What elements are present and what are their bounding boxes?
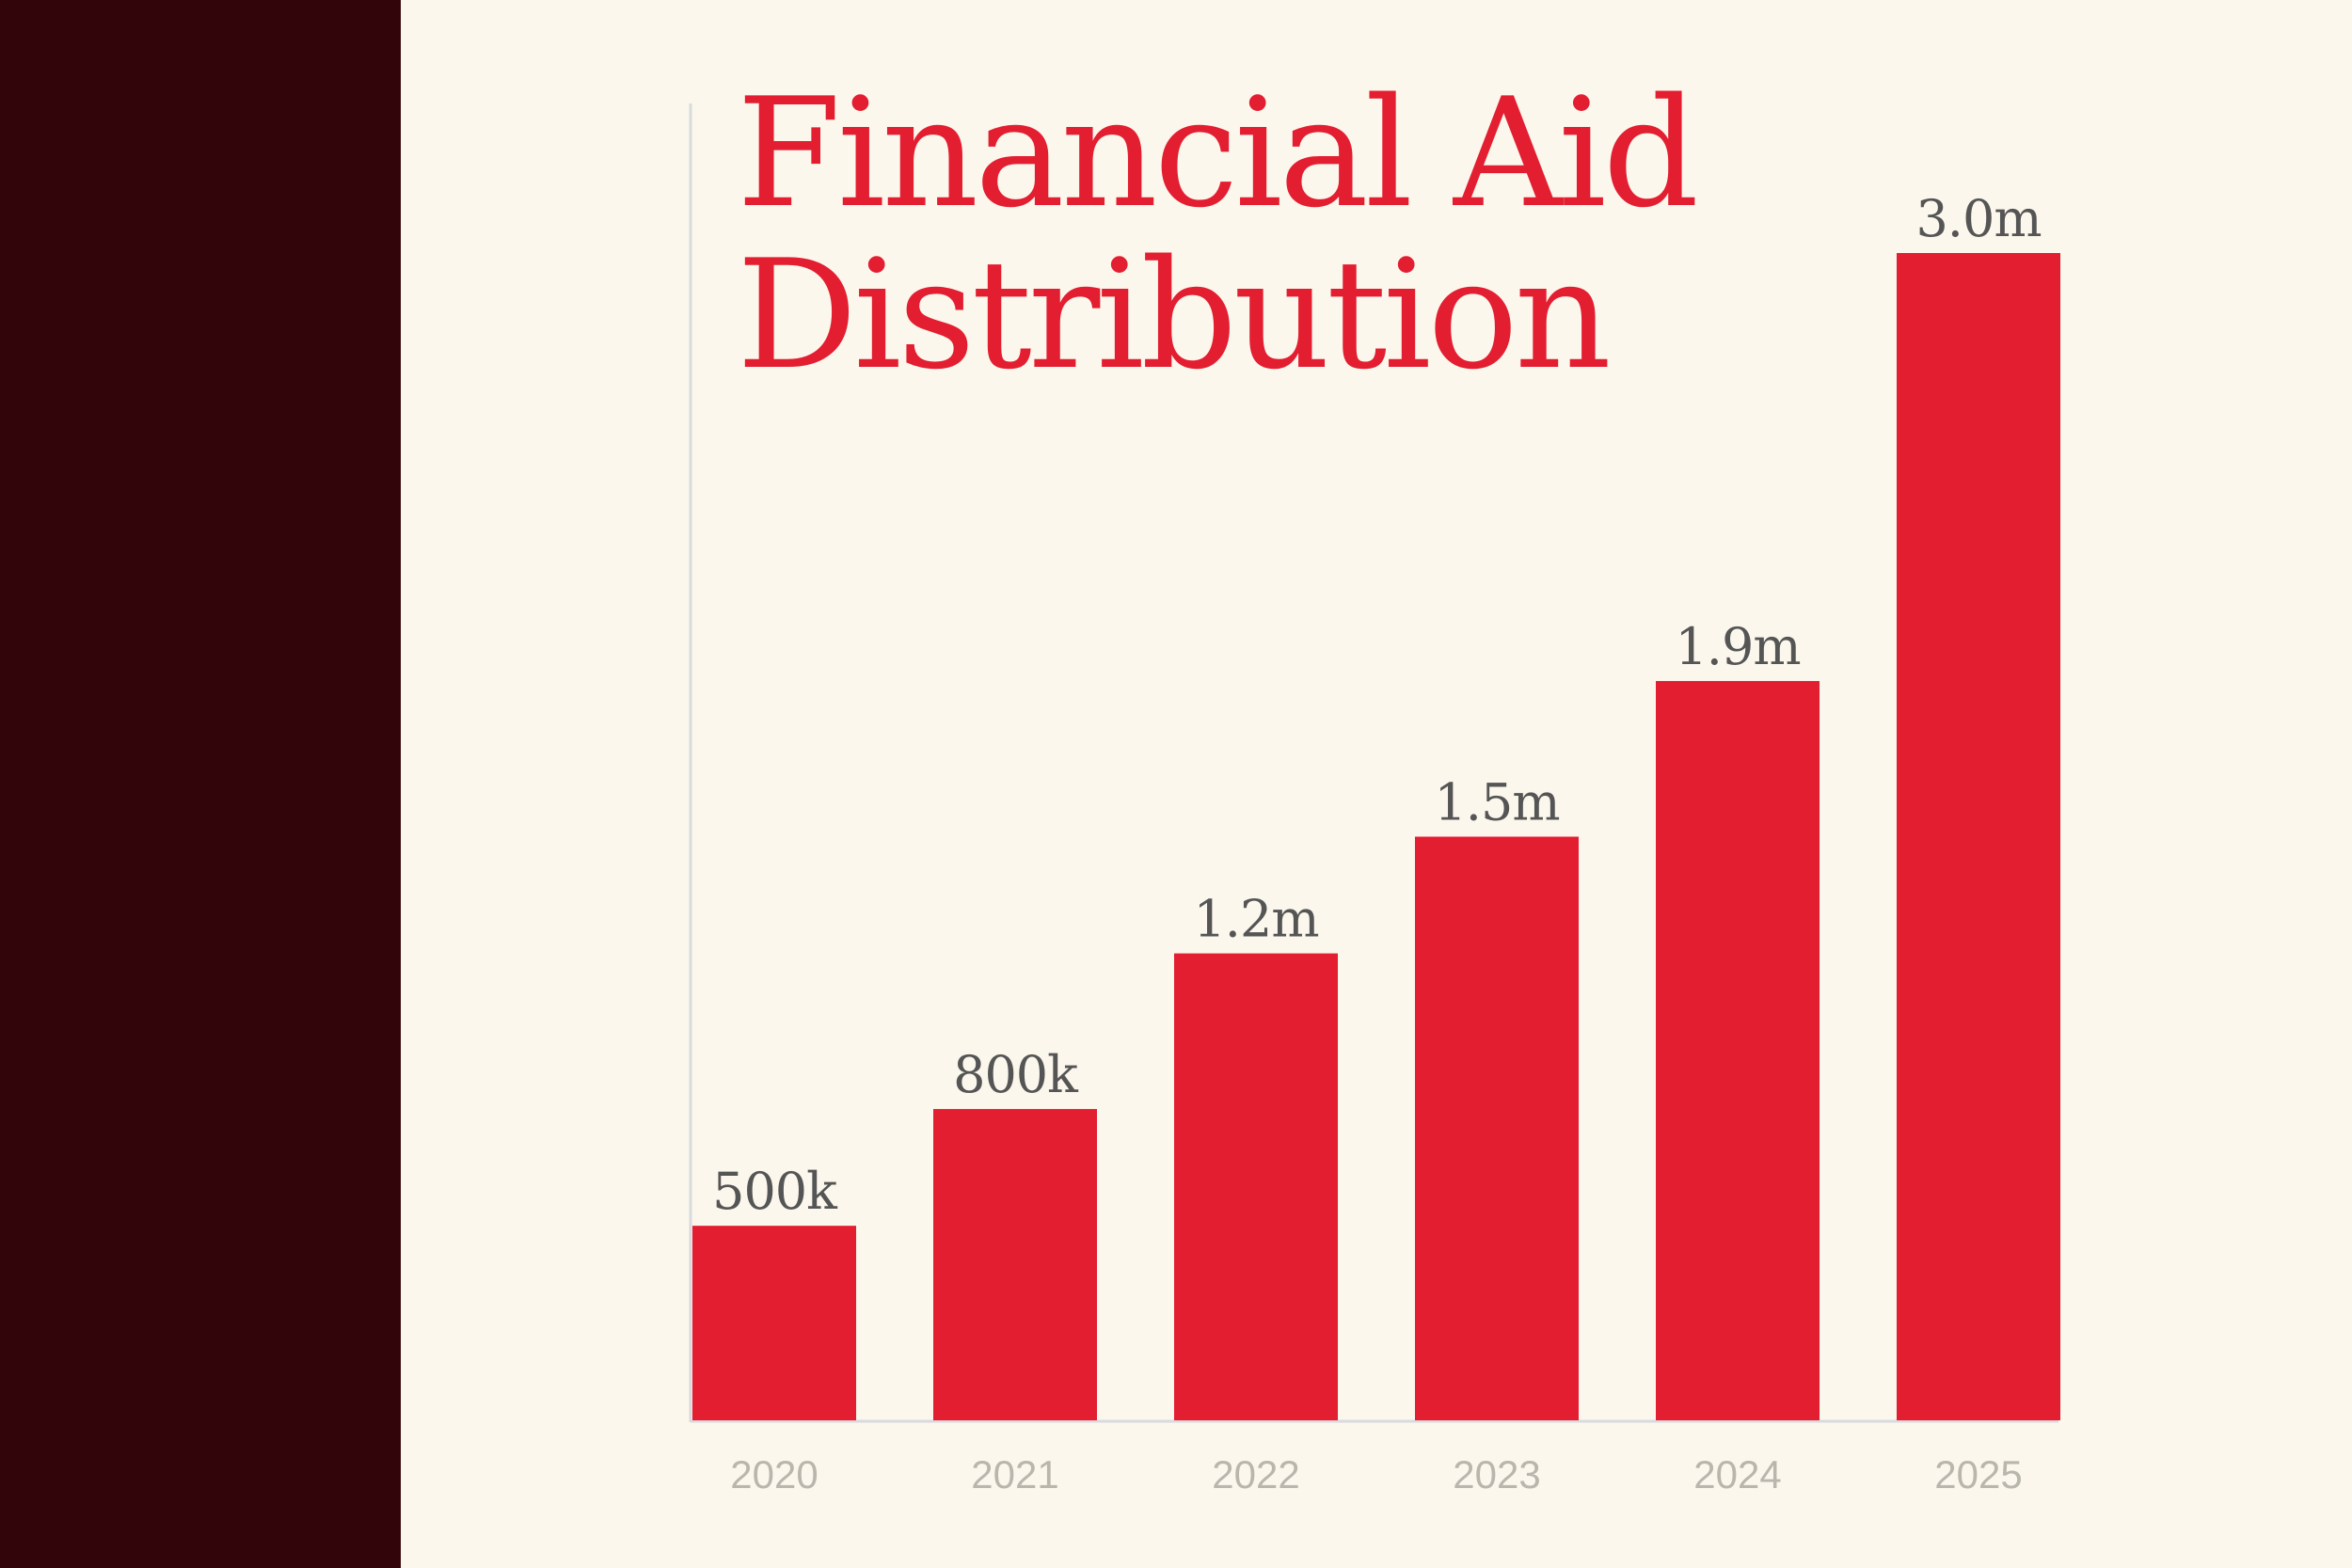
bar-2022 xyxy=(1174,953,1338,1420)
x-tick-label-2024: 2024 xyxy=(1693,1452,1781,1497)
data-label-2023: 1.5m xyxy=(1434,773,1559,832)
x-tick-label-2023: 2023 xyxy=(1453,1452,1540,1497)
data-label-2022: 1.2m xyxy=(1193,890,1318,949)
bar-2024 xyxy=(1656,681,1820,1420)
x-tick-label-2025: 2025 xyxy=(1934,1452,2022,1497)
chart-title-line-1: Financial Aid xyxy=(737,65,1695,241)
chart-title-line-2: Distribution xyxy=(737,227,1608,403)
bars-group: 500k 2020 800k 2021 1.2m 2022 1.5m 2023 1.9m 2024… xyxy=(692,189,2060,1497)
bar-2025 xyxy=(1897,253,2060,1420)
x-tick-label-2022: 2022 xyxy=(1212,1452,1299,1497)
side-panel xyxy=(0,0,401,1568)
data-label-2020: 500k xyxy=(712,1162,838,1221)
bar-2023 xyxy=(1415,836,1579,1420)
data-label-2025: 3.0m xyxy=(1915,189,2041,248)
bar-2020 xyxy=(692,1226,856,1420)
x-tick-label-2020: 2020 xyxy=(730,1452,818,1497)
data-label-2024: 1.9m xyxy=(1675,617,1800,676)
x-tick-label-2021: 2021 xyxy=(971,1452,1058,1497)
data-label-2021: 800k xyxy=(953,1045,1079,1104)
bar-2021 xyxy=(933,1109,1097,1420)
